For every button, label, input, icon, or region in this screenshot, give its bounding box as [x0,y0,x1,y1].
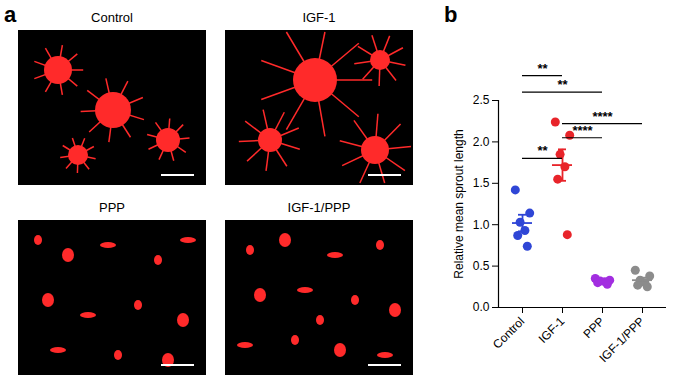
svg-text:Control: Control [91,10,133,25]
svg-text:****: **** [592,109,613,124]
svg-text:IGF-1: IGF-1 [536,314,568,346]
svg-text:**: ** [537,143,548,158]
svg-text:****: **** [572,123,593,138]
svg-text:a: a [4,2,17,27]
svg-text:1.5: 1.5 [473,176,490,190]
svg-text:2.5: 2.5 [473,93,490,107]
svg-text:PPP: PPP [580,314,607,341]
svg-text:IGF-1/PPP: IGF-1/PPP [596,314,647,365]
svg-text:Relative mean sprout length: Relative mean sprout length [452,129,466,278]
svg-text:IGF-1/PPP: IGF-1/PPP [288,200,351,215]
svg-text:0.0: 0.0 [473,300,490,314]
svg-text:2.0: 2.0 [473,135,490,149]
svg-text:0.5: 0.5 [473,259,490,273]
svg-text:PPP: PPP [99,200,125,215]
html-text:b: b [444,2,458,27]
svg-text:1.0: 1.0 [473,218,490,232]
svg-text:**: ** [537,61,548,76]
svg-text:IGF-1: IGF-1 [302,10,335,25]
svg-text:Control: Control [490,314,527,351]
svg-text:**: ** [557,77,568,92]
